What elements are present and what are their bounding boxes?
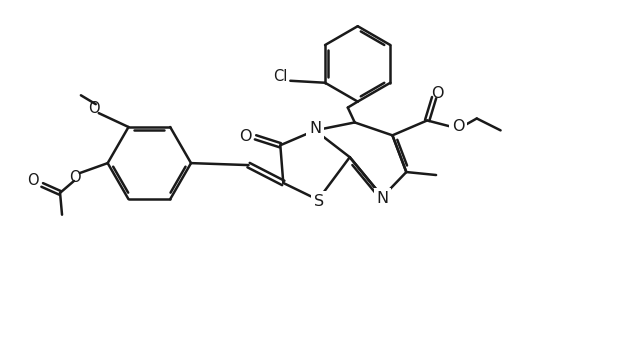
Text: O: O xyxy=(452,119,464,134)
Text: O: O xyxy=(431,86,444,101)
Text: O: O xyxy=(88,101,100,116)
Text: N: N xyxy=(309,121,321,136)
Text: N: N xyxy=(376,191,388,206)
Text: S: S xyxy=(314,194,324,209)
Text: O: O xyxy=(69,170,81,186)
Text: O: O xyxy=(28,174,39,189)
Text: Cl: Cl xyxy=(273,69,287,84)
Text: O: O xyxy=(239,129,252,144)
